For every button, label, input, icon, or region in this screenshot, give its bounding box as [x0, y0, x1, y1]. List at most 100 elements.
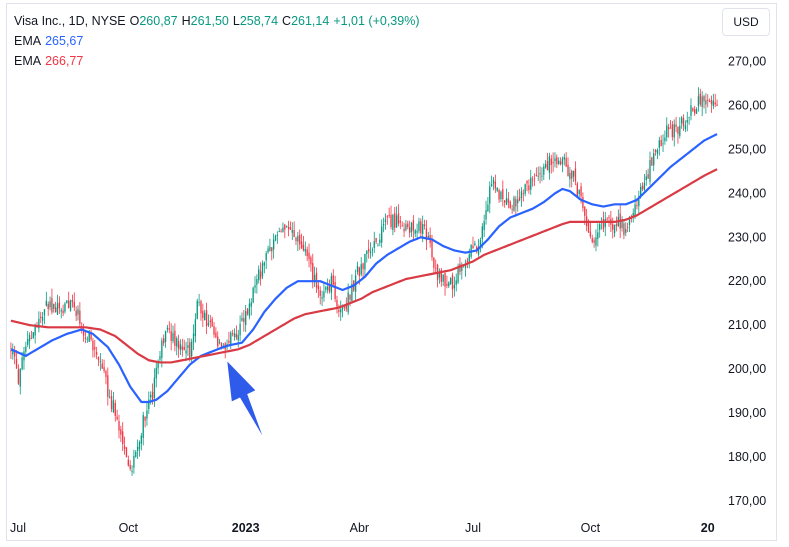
candle [336, 295, 338, 314]
candle [60, 307, 62, 319]
candle [321, 290, 323, 306]
candle [392, 213, 394, 236]
candle [496, 186, 498, 193]
candle [554, 152, 556, 168]
candle [276, 231, 279, 244]
candle [75, 306, 77, 322]
time-tick-label: 2023 [232, 521, 260, 535]
candle [436, 263, 439, 288]
candle [198, 293, 200, 307]
candle [425, 220, 428, 251]
candle [509, 200, 511, 209]
candle [109, 389, 111, 399]
ema-legend-fast[interactable]: EMA 265,67 [14, 31, 419, 51]
time-axis[interactable]: Jul Oct 2023 Abr Jul Oct 20 [10, 521, 715, 535]
candle [505, 188, 508, 206]
candle [707, 94, 709, 108]
candle [166, 325, 169, 333]
candle [49, 296, 51, 311]
candle [302, 235, 305, 252]
candle [472, 236, 474, 249]
ema-legend-slow[interactable]: EMA 266,77 [14, 51, 419, 71]
candle [224, 341, 226, 359]
candle [695, 107, 698, 115]
candle [71, 294, 74, 308]
candle [129, 460, 131, 472]
candle [526, 180, 528, 192]
candle [79, 302, 81, 328]
candle [397, 204, 400, 227]
candle [140, 432, 143, 451]
candle [313, 266, 316, 287]
candle [489, 181, 491, 214]
candle [47, 301, 49, 316]
candle [107, 367, 109, 406]
candle [517, 190, 519, 212]
ema-lines [10, 133, 718, 404]
candle [576, 181, 579, 197]
candle [41, 311, 44, 326]
candle [375, 237, 377, 245]
candle [23, 346, 25, 370]
candle [194, 313, 197, 343]
candle [248, 298, 251, 320]
candle [423, 219, 426, 230]
candle [168, 321, 170, 334]
candle [613, 224, 616, 238]
candle [438, 268, 441, 284]
price-axis[interactable]: 270,00 260,00 250,00 240,00 230,00 220,00 210,… [728, 55, 766, 508]
candle [28, 332, 31, 350]
candle [485, 200, 487, 225]
candle [563, 153, 565, 166]
candle [263, 261, 265, 274]
time-tick-label: Jul [10, 521, 26, 535]
candle [589, 222, 592, 239]
candle [548, 152, 551, 180]
candle [494, 174, 497, 193]
price-tick-label: 170,00 [728, 494, 766, 508]
candle [12, 343, 14, 360]
candle [382, 217, 385, 233]
candle [410, 221, 413, 237]
ema-slow-label: EMA [14, 54, 42, 68]
candle [632, 208, 634, 223]
chart-legend: Visa Inc., 1D, NYSE O260,87 H261,50 L258… [14, 11, 419, 71]
price-tick-label: 260,00 [728, 98, 766, 112]
candle [207, 314, 210, 327]
candle [97, 356, 100, 367]
candle [446, 275, 448, 289]
candle [99, 353, 102, 371]
candle [56, 294, 59, 315]
candle [377, 243, 379, 247]
candle [237, 329, 239, 348]
price-tick-label: 210,00 [728, 318, 766, 332]
candle [408, 220, 411, 238]
candle [455, 273, 457, 292]
candle [705, 93, 707, 114]
candle [246, 307, 249, 316]
candle [535, 167, 538, 177]
candle [360, 257, 362, 277]
candle [539, 166, 541, 184]
candle [217, 331, 219, 349]
ema-fast-value: 265,67 [45, 34, 84, 48]
candle [697, 87, 700, 112]
high-value: H261,50 [181, 14, 229, 28]
candle [660, 135, 662, 147]
candle [54, 301, 57, 313]
candle [686, 111, 688, 132]
candle [367, 239, 370, 259]
candle [179, 339, 182, 356]
candle [690, 98, 692, 121]
candle [645, 170, 647, 186]
candle [202, 303, 204, 328]
candle [215, 327, 217, 339]
candle [427, 231, 429, 239]
ema-fast-line [10, 133, 718, 404]
candle [317, 280, 320, 298]
candle [399, 215, 402, 230]
candle [412, 215, 415, 240]
currency-button[interactable]: USD [722, 8, 770, 36]
candle [546, 152, 549, 171]
